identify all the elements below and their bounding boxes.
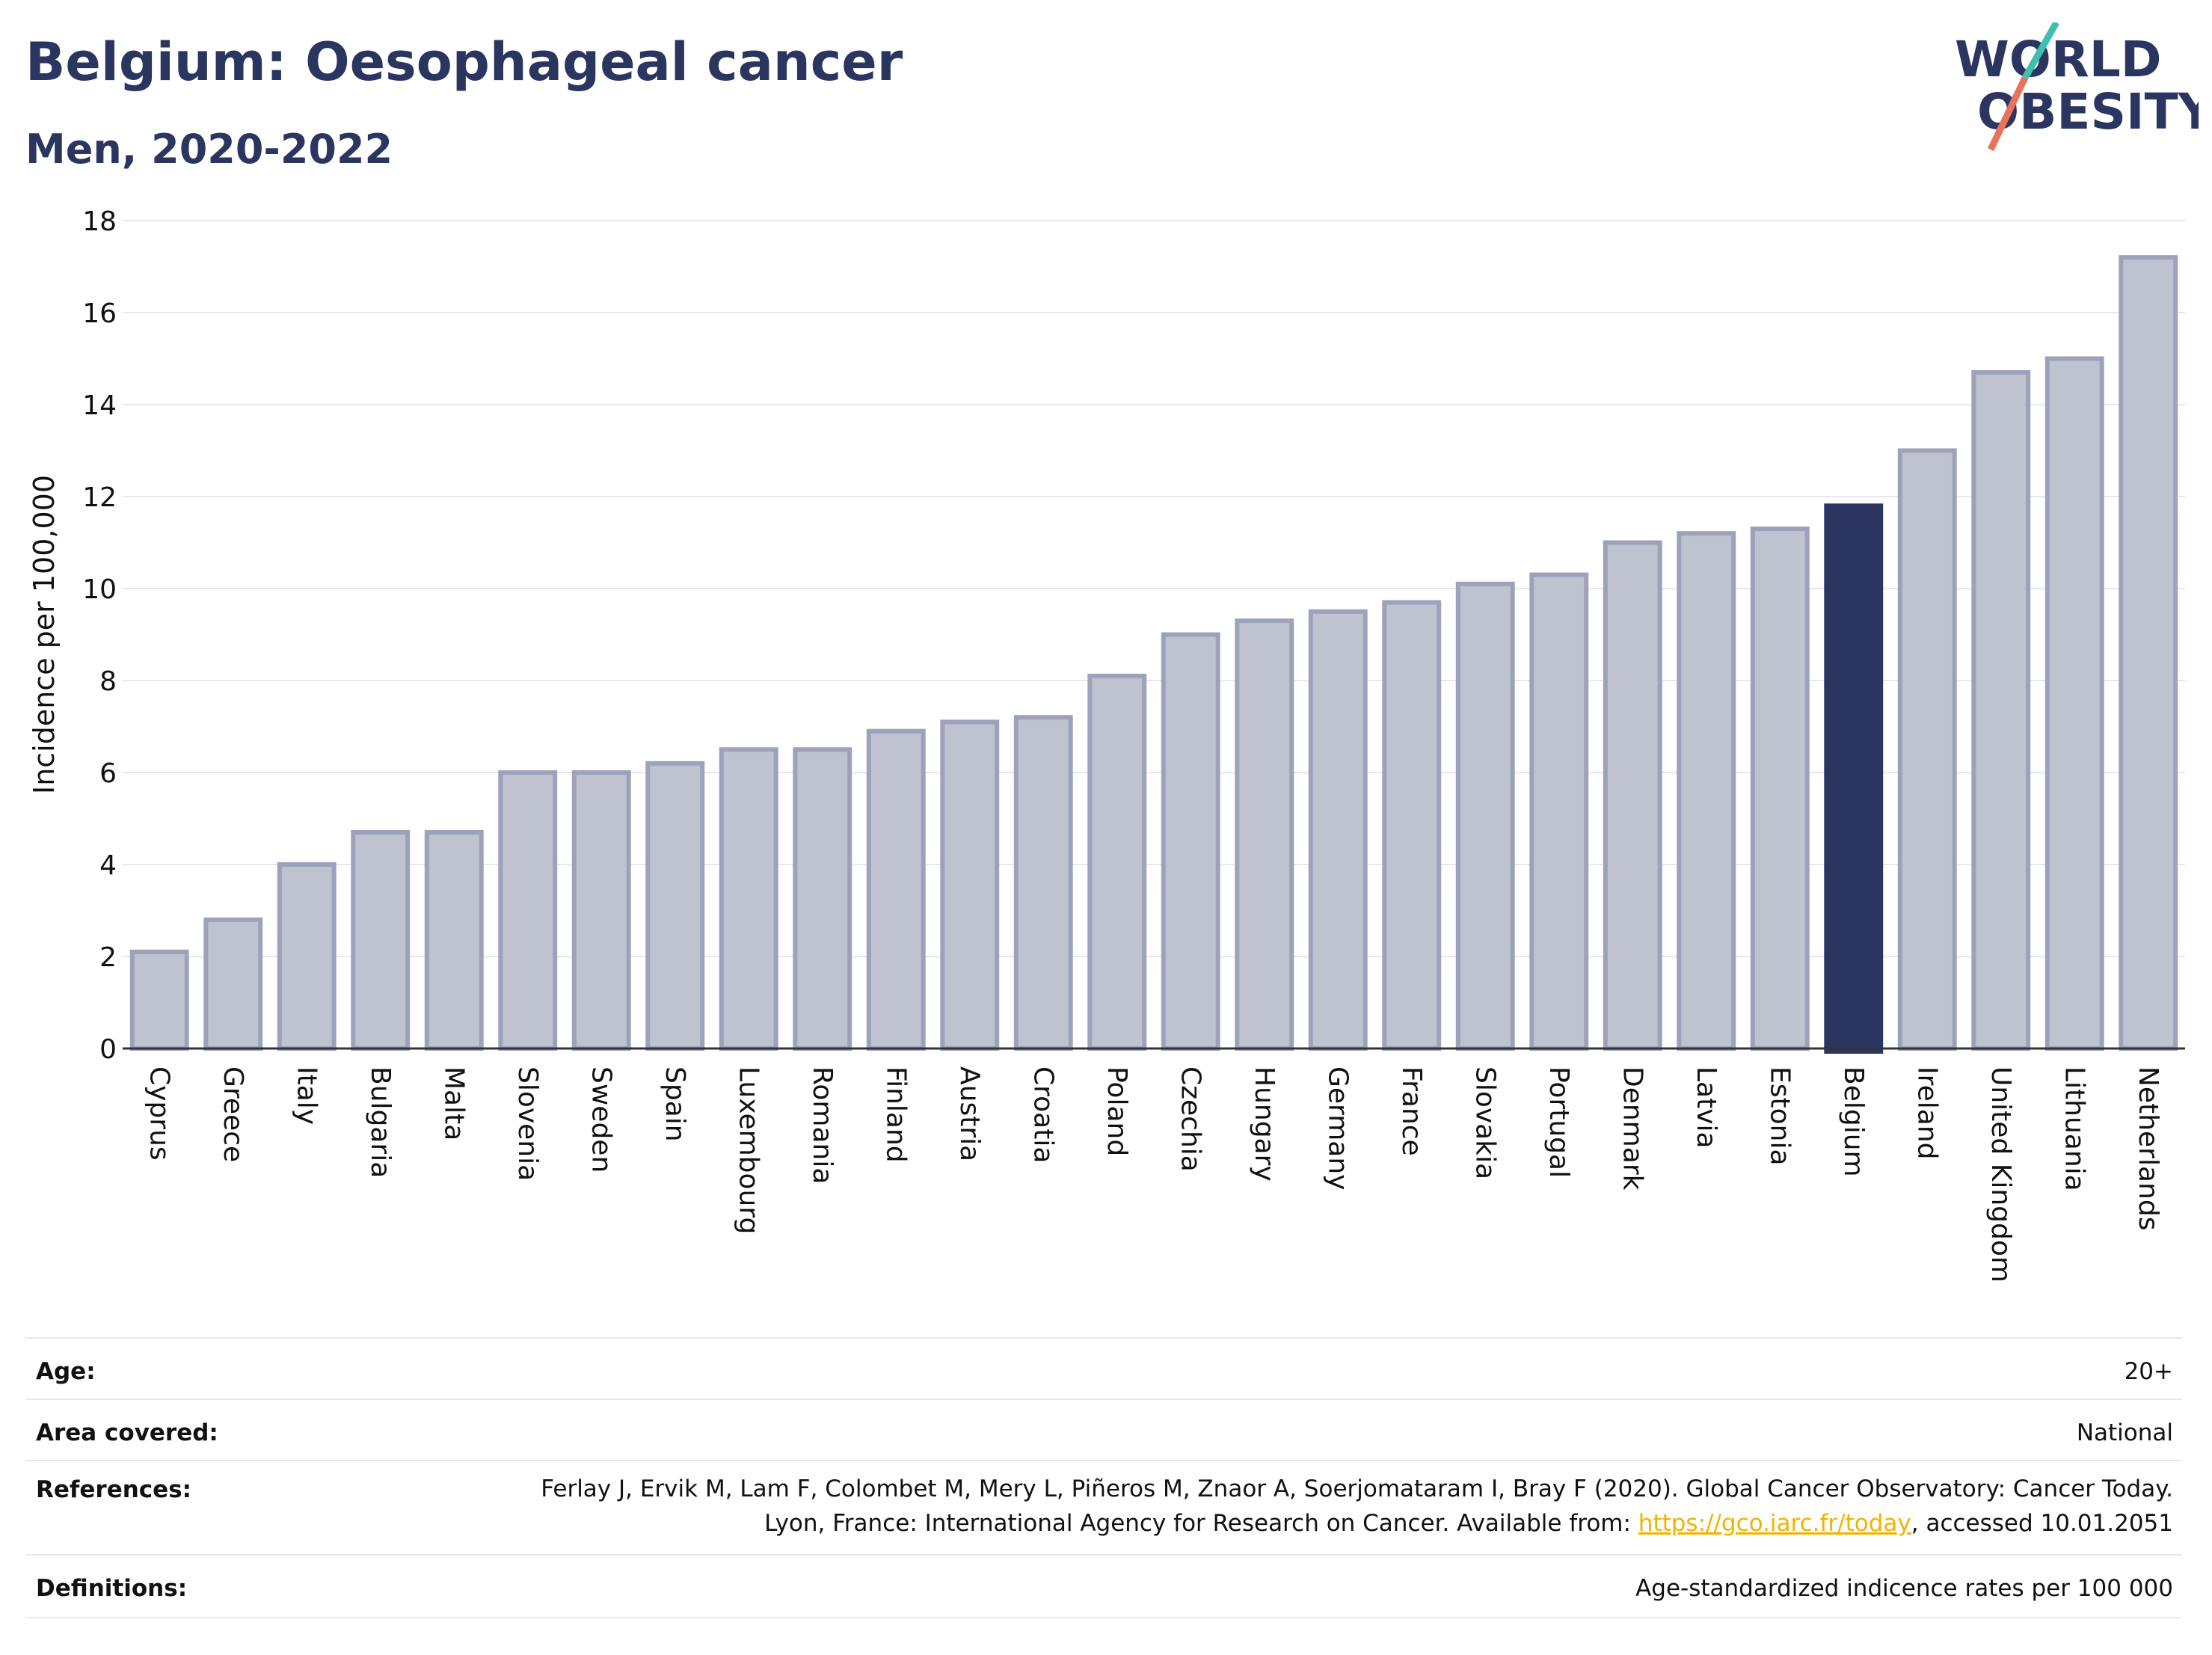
y-tick-label: 8: [99, 666, 117, 697]
x-tick-label: Poland: [1102, 1066, 1132, 1156]
y-tick-label: 12: [82, 482, 117, 513]
x-tick-label: Italy: [291, 1066, 322, 1125]
bar-luxembourg: [719, 747, 778, 1051]
age-value: 20+: [2124, 1358, 2173, 1385]
bar-malta: [424, 829, 484, 1051]
y-tick-label: 16: [82, 298, 117, 329]
x-tick-label: Ireland: [1911, 1066, 1942, 1160]
bar-sweden: [571, 770, 631, 1051]
bar-hungary: [1235, 618, 1294, 1051]
x-tick-label: Portugal: [1543, 1066, 1574, 1178]
bar-belgium: [1824, 503, 1884, 1054]
info-row-definitions: Definitions: Age-standardized indicence …: [25, 1554, 2182, 1618]
definitions-label: Definitions:: [36, 1575, 188, 1602]
x-tick-label: Bulgaria: [365, 1066, 396, 1178]
bar-denmark: [1603, 540, 1662, 1051]
x-tick-label: Cyprus: [144, 1066, 174, 1161]
bar-portugal: [1529, 572, 1589, 1051]
info-row-age: Age: 20+: [25, 1337, 2182, 1400]
x-tick-label: Slovenia: [512, 1066, 543, 1181]
x-tick-label: Estonia: [1764, 1066, 1795, 1166]
x-tick-label: United Kingdom: [1985, 1066, 2016, 1283]
x-tick-label: Latvia: [1691, 1066, 1721, 1149]
logo-word-world: WORLD: [1955, 31, 2162, 88]
x-axis-ticks: Cyprus Greece Italy Bulgaria Malta Slovenia Sw…: [144, 1066, 2163, 1283]
references-accessed: , accessed 10.01.2051: [1911, 1510, 2173, 1537]
x-tick-label: Greece: [218, 1066, 248, 1162]
x-tick-label: Romania: [807, 1066, 838, 1184]
logo-slash-teal: [2022, 22, 2059, 80]
bar-chart: 0 2 4 6 8 10 12 14 16 18 Cyprus Greece Italy Bulgari…: [28, 206, 2185, 1283]
x-tick-label: Netherlands: [2133, 1066, 2163, 1230]
bar-bulgaria: [351, 829, 411, 1051]
y-tick-label: 2: [99, 942, 117, 973]
references-label: References:: [36, 1476, 192, 1503]
y-axis-label: Incidence per 100,000: [28, 475, 61, 794]
logo-slash-coral: [1987, 76, 2029, 151]
bar-slovakia: [1455, 581, 1515, 1051]
x-tick-label: Belgium: [1838, 1066, 1869, 1177]
x-tick-label: Luxembourg: [733, 1066, 764, 1234]
bar-france: [1382, 600, 1442, 1051]
y-tick-label: 18: [82, 206, 117, 237]
bar-cyprus: [129, 949, 189, 1051]
chart-title: Belgium: Oesophageal cancer: [25, 31, 903, 93]
bar-croatia: [1013, 715, 1073, 1051]
world-obesity-logo: WORLD OBESITY: [1955, 22, 2199, 151]
bar-united-kingdom: [1971, 369, 2031, 1051]
bar-lithuania: [2044, 356, 2104, 1051]
bar-germany: [1308, 609, 1368, 1051]
bar-romania: [793, 747, 852, 1051]
bars: [129, 255, 2178, 1054]
x-tick-label: Sweden: [586, 1066, 616, 1173]
bar-estonia: [1750, 526, 1810, 1051]
x-tick-label: Germany: [1322, 1066, 1353, 1190]
y-tick-label: 4: [99, 850, 117, 881]
references-value: Ferlay J, Ervik M, Lam F, Colombet M, Me…: [528, 1472, 2173, 1541]
references-link[interactable]: https://gco.iarc.fr/today: [1638, 1510, 1911, 1537]
x-tick-label: Slovakia: [1469, 1066, 1500, 1179]
x-tick-label: Spain: [660, 1066, 690, 1142]
area-value: National: [2076, 1419, 2173, 1446]
bar-latvia: [1677, 531, 1736, 1051]
bar-slovenia: [498, 770, 558, 1051]
x-tick-label: Denmark: [1617, 1066, 1647, 1191]
chart-subtitle: Men, 2020-2022: [25, 126, 393, 173]
references-text: Ferlay J, Ervik M, Lam F, Colombet M, Me…: [541, 1476, 2173, 1537]
bar-greece: [203, 917, 263, 1051]
y-axis-ticks: 0 2 4 6 8 10 12 14 16 18: [82, 206, 117, 1065]
bar-czechia: [1161, 632, 1220, 1051]
logo-word-obesity: OBESITY: [1977, 83, 2199, 141]
y-tick-label: 10: [82, 574, 117, 605]
bar-poland: [1087, 673, 1147, 1051]
bar-italy: [277, 862, 337, 1051]
age-label: Age:: [36, 1358, 96, 1385]
bar-finland: [866, 728, 926, 1051]
y-tick-label: 6: [99, 758, 117, 789]
y-tick-label: 0: [99, 1034, 117, 1065]
area-label: Area covered:: [36, 1419, 218, 1446]
bar-austria: [940, 719, 1000, 1051]
x-tick-label: France: [1396, 1066, 1427, 1156]
definitions-value: Age-standardized indicence rates per 100…: [1635, 1575, 2173, 1602]
x-tick-label: Malta: [438, 1066, 469, 1140]
x-tick-label: Czechia: [1175, 1066, 1205, 1172]
y-tick-label: 14: [82, 390, 117, 421]
x-tick-label: Finland: [880, 1066, 911, 1163]
x-tick-label: Croatia: [1027, 1066, 1058, 1163]
x-tick-label: Hungary: [1249, 1066, 1279, 1182]
info-row-references: References: Ferlay J, Ervik M, Lam F, Co…: [25, 1460, 2182, 1556]
x-tick-label: Austria: [954, 1066, 985, 1161]
bar-netherlands: [2119, 255, 2178, 1051]
bar-spain: [645, 761, 705, 1051]
bar-ireland: [1897, 448, 1957, 1051]
info-row-area: Area covered: National: [25, 1398, 2182, 1461]
x-tick-label: Lithuania: [2059, 1066, 2089, 1191]
